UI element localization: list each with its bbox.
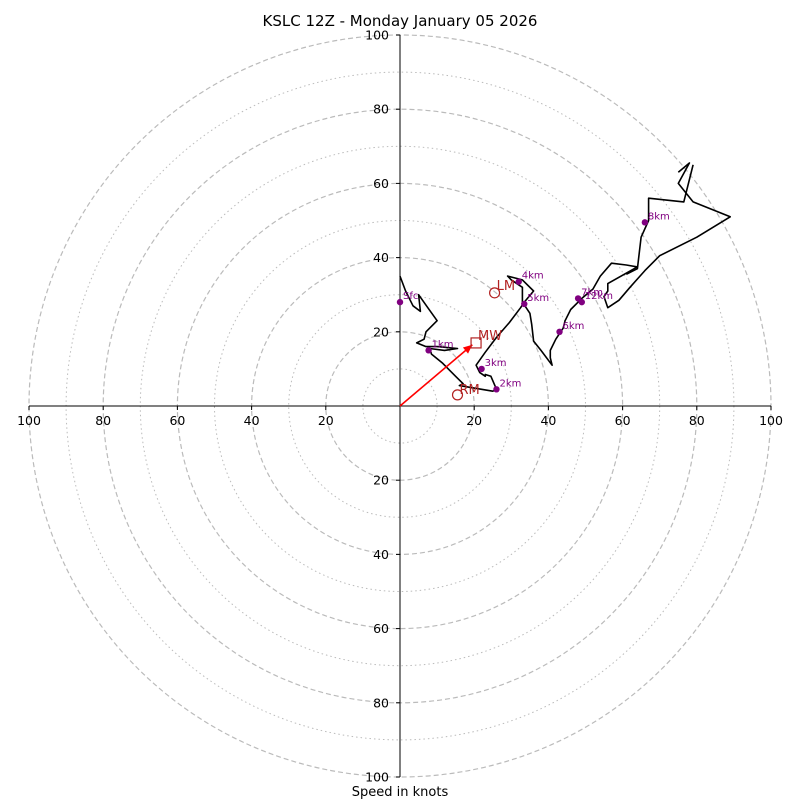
height-marker-8km	[641, 219, 649, 226]
height-marker-6km	[556, 328, 563, 335]
tick-label-bottom-100: 100	[365, 770, 389, 785]
height-marker-3km	[478, 365, 485, 373]
height-label-12km: 12km	[585, 291, 613, 302]
mean-wind-arrow-shaft	[399, 344, 473, 407]
height-marker-1km	[425, 347, 432, 354]
height-label-6km: 6km	[563, 321, 585, 332]
tick-label-left-20: 20	[318, 413, 334, 428]
height-label-Sfc: Sfc	[403, 291, 418, 302]
height-marker-5km	[521, 300, 528, 308]
x-axis-label: Speed in knots	[352, 785, 449, 800]
lm-marker	[489, 287, 501, 299]
tick-label-left-60: 60	[169, 413, 185, 428]
tick-label-bottom-60: 60	[373, 621, 389, 636]
hodograph-line-upper	[625, 164, 694, 276]
mean-wind-arrow-head	[462, 344, 473, 354]
tick-label-top-60: 60	[373, 176, 389, 191]
height-marker-Sfc	[396, 298, 404, 306]
tick-label-right-100: 100	[759, 413, 783, 428]
height-label-1km: 1km	[432, 339, 454, 350]
tick-label-right-60: 60	[615, 413, 631, 428]
tick-label-left-80: 80	[95, 413, 111, 428]
chart-title: KSLC 12Z - Monday January 05 2026	[263, 12, 538, 30]
tick-label-left-100: 100	[17, 413, 41, 428]
height-marker-4km	[515, 278, 522, 285]
rm-marker	[451, 389, 464, 401]
tick-label-top-20: 20	[373, 324, 389, 339]
height-marker-2km	[493, 386, 500, 393]
rm-label: RM	[460, 383, 480, 398]
height-label-7km: 7km	[581, 287, 603, 298]
tick-label-top-40: 40	[373, 250, 389, 265]
tick-label-top-80: 80	[373, 102, 389, 117]
mw-label: MW	[478, 329, 502, 344]
storm-motion-markers: RM LM MW	[451, 279, 515, 401]
height-label-2km: 2km	[499, 378, 521, 389]
tick-label-right-40: 40	[540, 413, 556, 428]
height-label-8km: 8km	[648, 211, 670, 222]
tick-labels: 100 80 60 40 20 20 40 60 80 100 20 40 60 80 100 20 40 60 8…	[17, 28, 783, 785]
tick-label-right-20: 20	[466, 413, 482, 428]
hodograph-line	[399, 162, 732, 393]
tick-label-top-100: 100	[365, 28, 389, 43]
tick-label-bottom-20: 20	[373, 473, 389, 488]
tick-label-left-40: 40	[244, 413, 260, 428]
tick-label-right-80: 80	[689, 413, 705, 428]
height-label-5km: 5km	[527, 293, 549, 304]
mean-wind-vector	[399, 344, 473, 407]
hodograph-trace	[399, 162, 732, 393]
mw-marker	[470, 337, 482, 349]
tick-label-bottom-40: 40	[373, 547, 389, 562]
lm-label: LM	[497, 279, 515, 294]
height-marker-12km	[578, 298, 585, 306]
height-label-3km: 3km	[485, 358, 507, 369]
tick-label-bottom-80: 80	[373, 695, 389, 710]
height-label-4km: 4km	[522, 271, 544, 282]
